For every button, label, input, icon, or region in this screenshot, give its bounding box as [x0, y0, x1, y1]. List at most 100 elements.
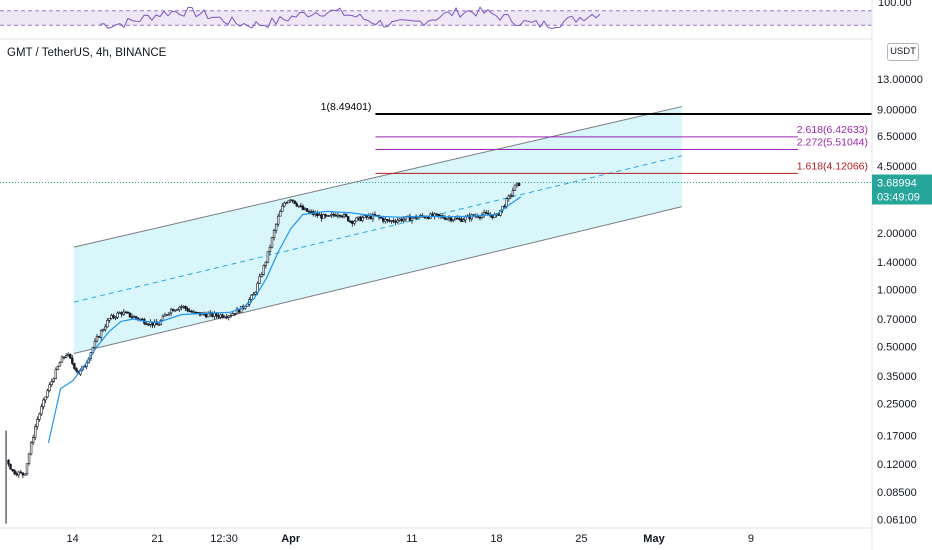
candle-body — [141, 318, 144, 321]
candle-body — [15, 473, 18, 476]
candle-body — [445, 218, 449, 220]
candle-body — [95, 336, 99, 342]
candle-body — [145, 323, 148, 325]
x-tick-label: 21 — [151, 533, 163, 545]
candle-body — [132, 316, 136, 318]
y-tick-label: 0.35000 — [877, 371, 917, 383]
y-tick-label: 0.25000 — [877, 399, 917, 411]
candle-body — [515, 182, 519, 186]
candle-body — [42, 399, 45, 407]
candle-body — [204, 314, 208, 318]
candle-body — [75, 368, 78, 372]
candle-body — [309, 211, 313, 213]
candle-body — [161, 315, 165, 321]
candle-body — [425, 217, 428, 219]
candle-body — [56, 365, 60, 370]
candle-body — [336, 214, 340, 217]
candle-body — [155, 321, 158, 325]
candle-body — [363, 215, 366, 218]
candle-body — [482, 212, 486, 216]
candle-body — [217, 315, 220, 318]
candle-body — [266, 251, 270, 263]
x-tick-label: 12:30 — [210, 533, 238, 545]
y-tick-label: 4.50000 — [877, 161, 917, 173]
candle-body — [104, 326, 107, 330]
candle-body — [355, 217, 358, 222]
candle-body — [54, 369, 58, 380]
x-axis[interactable]: 14 21 12:30 Apr 11 18 25 May 9 — [67, 533, 754, 545]
candle-body — [454, 217, 457, 221]
x-tick-label: Apr — [281, 533, 301, 545]
y-tick-label: 9.00000 — [877, 104, 917, 116]
candle-body — [38, 413, 41, 420]
candle-body — [402, 218, 405, 222]
candle-body — [295, 203, 298, 207]
rsi-panel: 100.00 — [0, 0, 912, 30]
candle-body — [262, 265, 265, 275]
candle-body — [7, 459, 10, 465]
candle-body — [384, 219, 387, 222]
candle-body — [73, 363, 76, 369]
y-axis[interactable]: 13.00000 9.00000 6.50000 4.50000 2.00000 1.40… — [877, 74, 923, 526]
candle-body — [231, 313, 235, 316]
currency-unit-badge[interactable]: USDT — [887, 43, 919, 61]
fib-extension: 1(8.49401) 2.618(6.42633)2.272(5.51044) 1.… — [321, 101, 872, 174]
rsi-band — [0, 10, 872, 26]
candle-body — [13, 470, 16, 475]
y-tick-label: 0.06100 — [877, 514, 917, 526]
candle-body — [180, 306, 183, 308]
fib-level-label: 1(8.49401) — [321, 101, 372, 113]
rsi-line — [99, 6, 601, 30]
candle-body — [447, 217, 451, 220]
x-tick-label: 25 — [575, 533, 587, 545]
candle-body — [192, 311, 195, 314]
candle-body — [511, 190, 515, 196]
y-tick-label: 1.00000 — [877, 285, 917, 297]
channel-upper-line — [73, 106, 682, 248]
price-tag-background — [872, 174, 932, 205]
candle-body — [62, 356, 66, 359]
candle-body — [128, 312, 132, 318]
candle-body — [342, 214, 346, 218]
candle-body — [330, 213, 333, 216]
candle-body — [322, 214, 325, 219]
candle-body — [416, 216, 420, 219]
candle-body — [260, 274, 263, 277]
candle-body — [264, 261, 268, 266]
candle-body — [392, 220, 395, 222]
candle-body — [157, 324, 160, 326]
candle-body — [213, 312, 216, 317]
candle-body — [297, 205, 300, 208]
candle-body — [507, 195, 510, 199]
candle-body — [272, 230, 276, 238]
ma-line — [47, 196, 522, 444]
candle-body — [252, 293, 255, 296]
candle-body — [254, 292, 257, 295]
channel-fill — [73, 106, 682, 354]
regression-channel — [73, 106, 682, 355]
candle-body — [225, 316, 228, 319]
x-tick-label: May — [643, 533, 665, 545]
candle-body — [357, 216, 360, 219]
candle-body — [359, 216, 362, 222]
candle-body — [118, 312, 121, 314]
candle-body — [227, 315, 230, 318]
rsi-top-label: 100.00 — [878, 0, 912, 9]
candle-body — [379, 217, 383, 219]
candle-body — [351, 220, 354, 224]
y-tick-label: 2.00000 — [877, 228, 917, 240]
candle-body — [110, 315, 113, 319]
candle-body — [9, 463, 12, 470]
chart-title: GMT / TetherUS, 4h, BINANCE — [7, 47, 167, 59]
candle-body — [503, 205, 506, 208]
candle-body — [320, 214, 323, 219]
candle-body — [130, 316, 134, 319]
candle-body — [116, 312, 119, 318]
candle-body — [443, 217, 447, 220]
candle-body — [69, 353, 72, 359]
candle-body — [174, 309, 177, 312]
candle-body — [458, 218, 461, 220]
candle-body — [369, 215, 373, 220]
candle-body — [270, 237, 274, 248]
